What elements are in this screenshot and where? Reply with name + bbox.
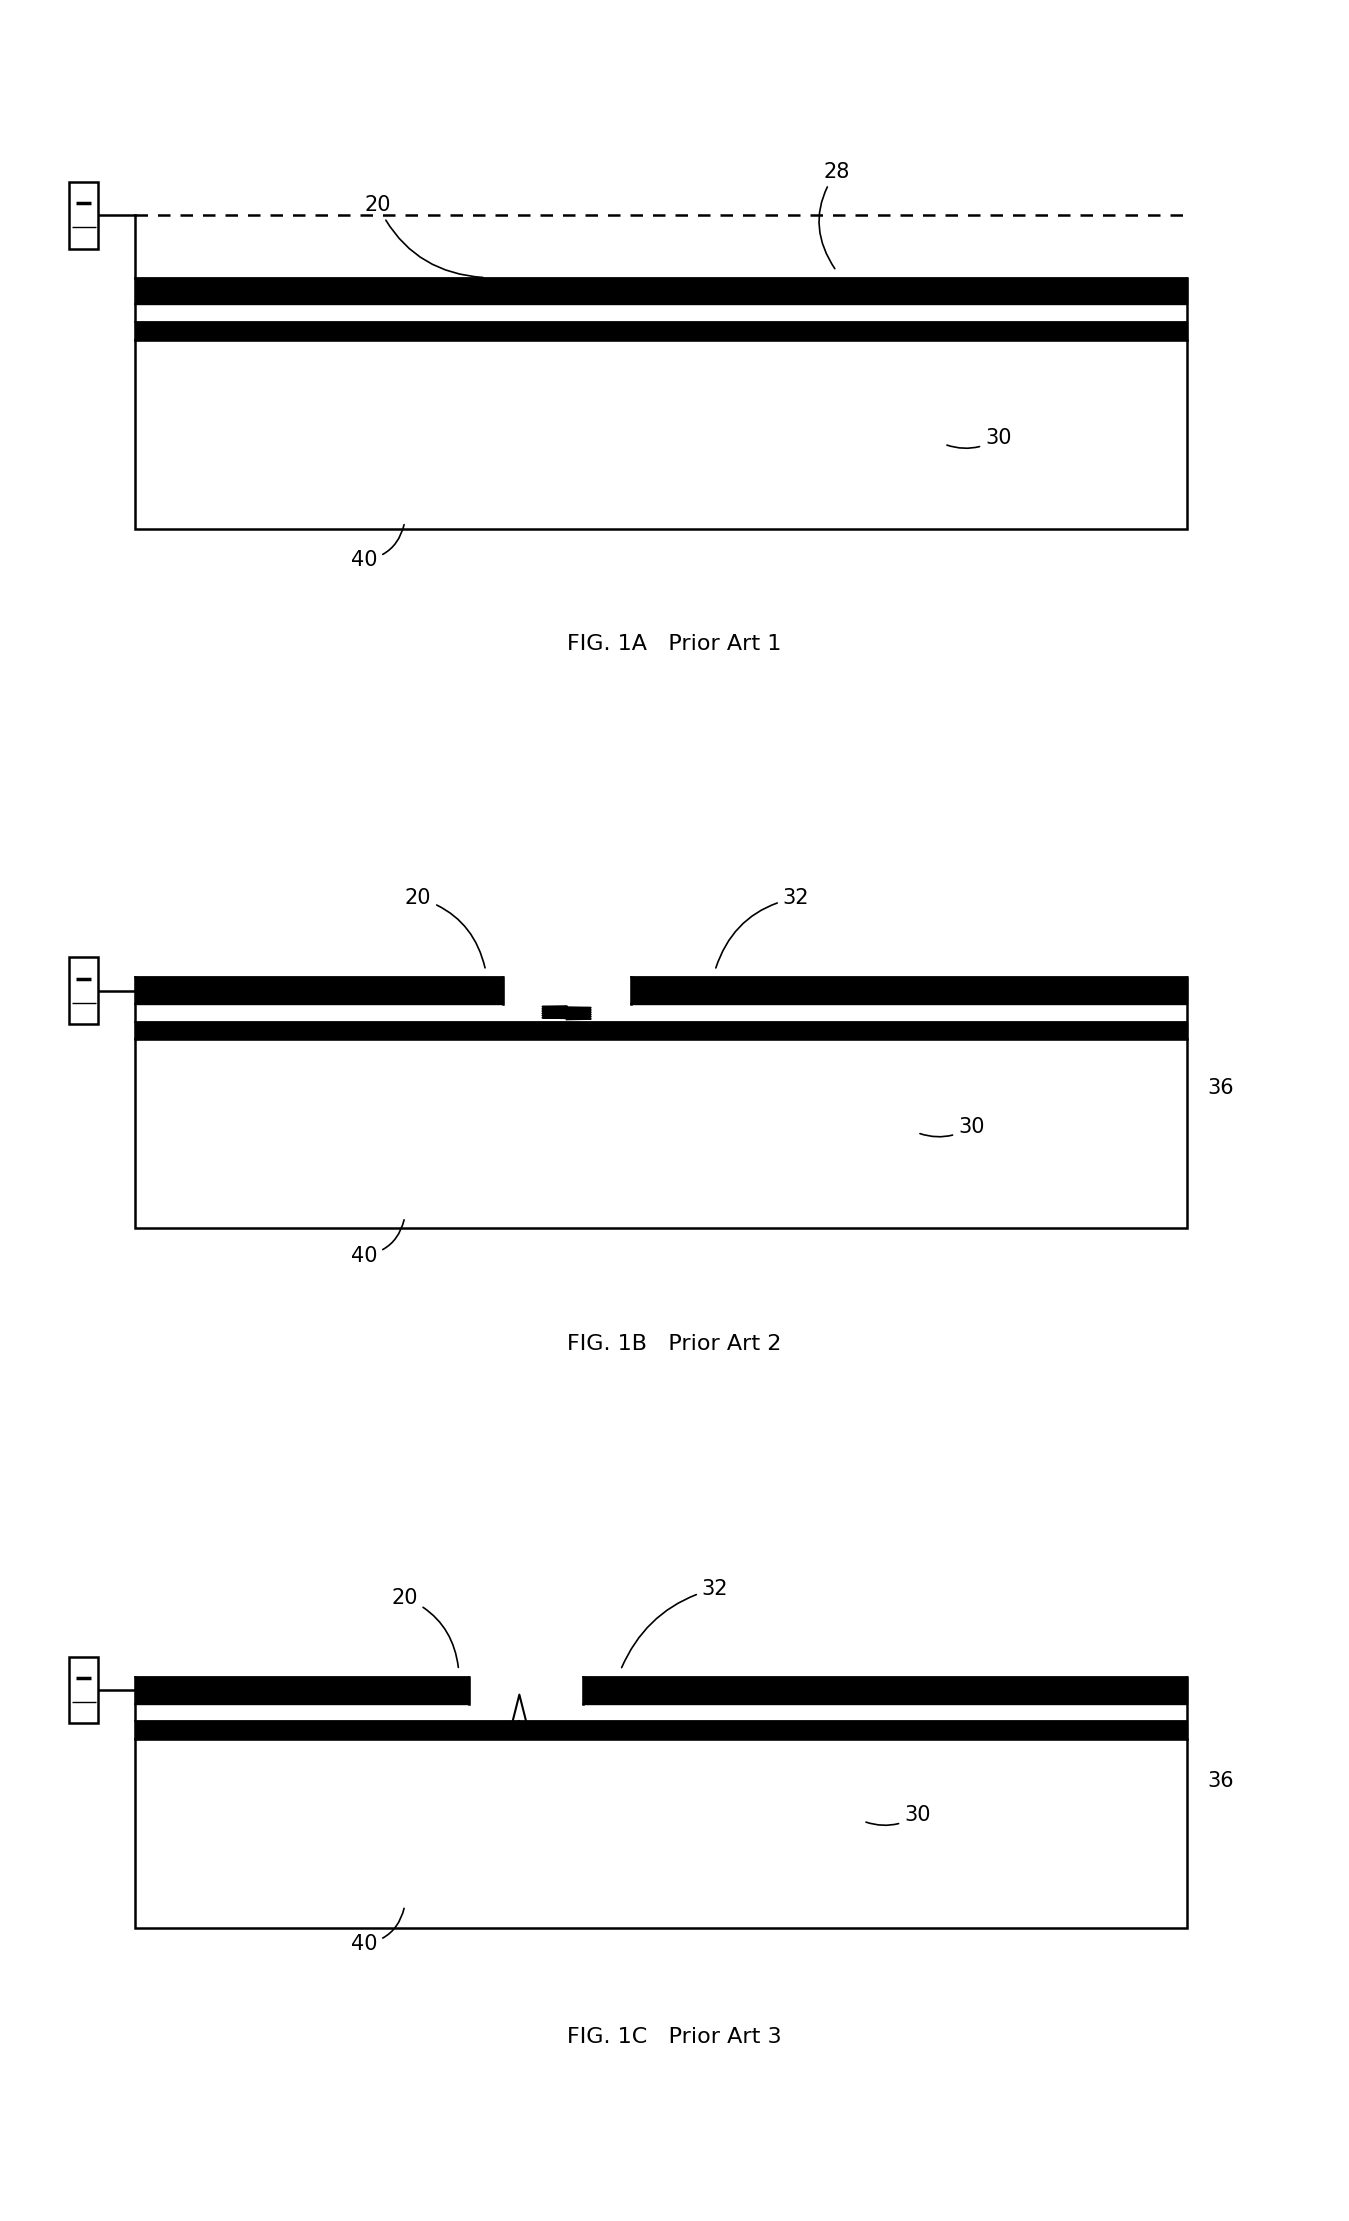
Text: FIG. 1A   Prior Art 1: FIG. 1A Prior Art 1 (568, 633, 781, 655)
Bar (69, 957, 98, 1024)
Text: 40: 40 (351, 1908, 405, 1954)
Text: 40: 40 (351, 524, 405, 571)
Text: 30: 30 (947, 429, 1012, 449)
Text: 20: 20 (391, 1588, 459, 1668)
Text: 30: 30 (866, 1806, 931, 1826)
Text: 20: 20 (405, 888, 486, 968)
Text: 32: 32 (622, 1579, 728, 1668)
Text: 28: 28 (819, 162, 850, 269)
Bar (69, 182, 98, 249)
Bar (135, 340, 1187, 529)
Text: FIG. 1C   Prior Art 3: FIG. 1C Prior Art 3 (567, 2026, 782, 2048)
Text: 36: 36 (1207, 1770, 1234, 1792)
Bar (135, 1039, 1187, 1228)
Text: 36: 36 (1207, 1077, 1234, 1099)
Bar (135, 1739, 1187, 1928)
Bar (69, 1657, 98, 1723)
Text: 40: 40 (351, 1219, 405, 1266)
Text: 20: 20 (364, 195, 483, 278)
Text: FIG. 1B   Prior Art 2: FIG. 1B Prior Art 2 (568, 1333, 781, 1355)
Text: 30: 30 (920, 1117, 985, 1137)
Text: 32: 32 (716, 888, 809, 968)
